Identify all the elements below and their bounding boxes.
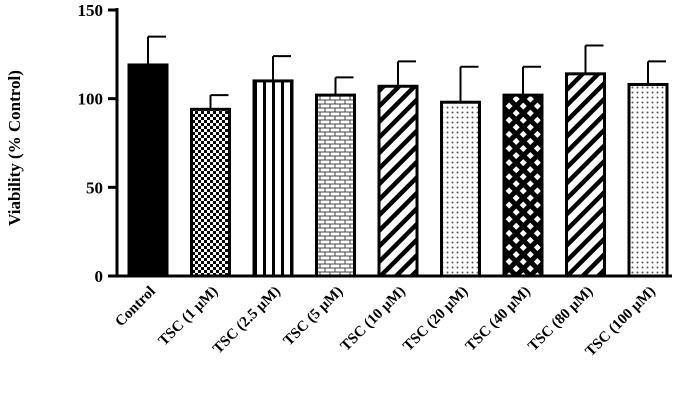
category-label: TSC (10 µM) xyxy=(338,284,409,355)
y-tick-label: 150 xyxy=(78,1,104,20)
bar xyxy=(502,93,544,278)
category-label: Control xyxy=(112,284,158,330)
category-label: TSC (40 µM) xyxy=(463,284,534,355)
y-tick-label: 100 xyxy=(78,90,104,109)
bar xyxy=(315,93,356,278)
y-tick-label: 0 xyxy=(95,267,104,286)
bar xyxy=(127,63,169,278)
bar xyxy=(252,79,294,278)
category-label: TSC (20 µM) xyxy=(400,284,471,355)
bar xyxy=(565,72,606,278)
y-tick-label: 50 xyxy=(86,178,103,197)
y-axis-label: Viability (% Control) xyxy=(5,70,24,226)
category-label: TSC (5 µM) xyxy=(281,284,347,350)
y-axis-ticks: 0 50 100 150 xyxy=(78,1,117,286)
category-label: TSC (80 µM) xyxy=(525,284,596,355)
bar xyxy=(190,107,231,278)
bar xyxy=(440,100,481,278)
category-label: TSC (2.5 µM) xyxy=(210,284,284,358)
category-label: TSC (1 µM) xyxy=(156,284,222,350)
bar xyxy=(377,84,419,278)
bars xyxy=(127,35,669,278)
bar xyxy=(627,82,669,278)
